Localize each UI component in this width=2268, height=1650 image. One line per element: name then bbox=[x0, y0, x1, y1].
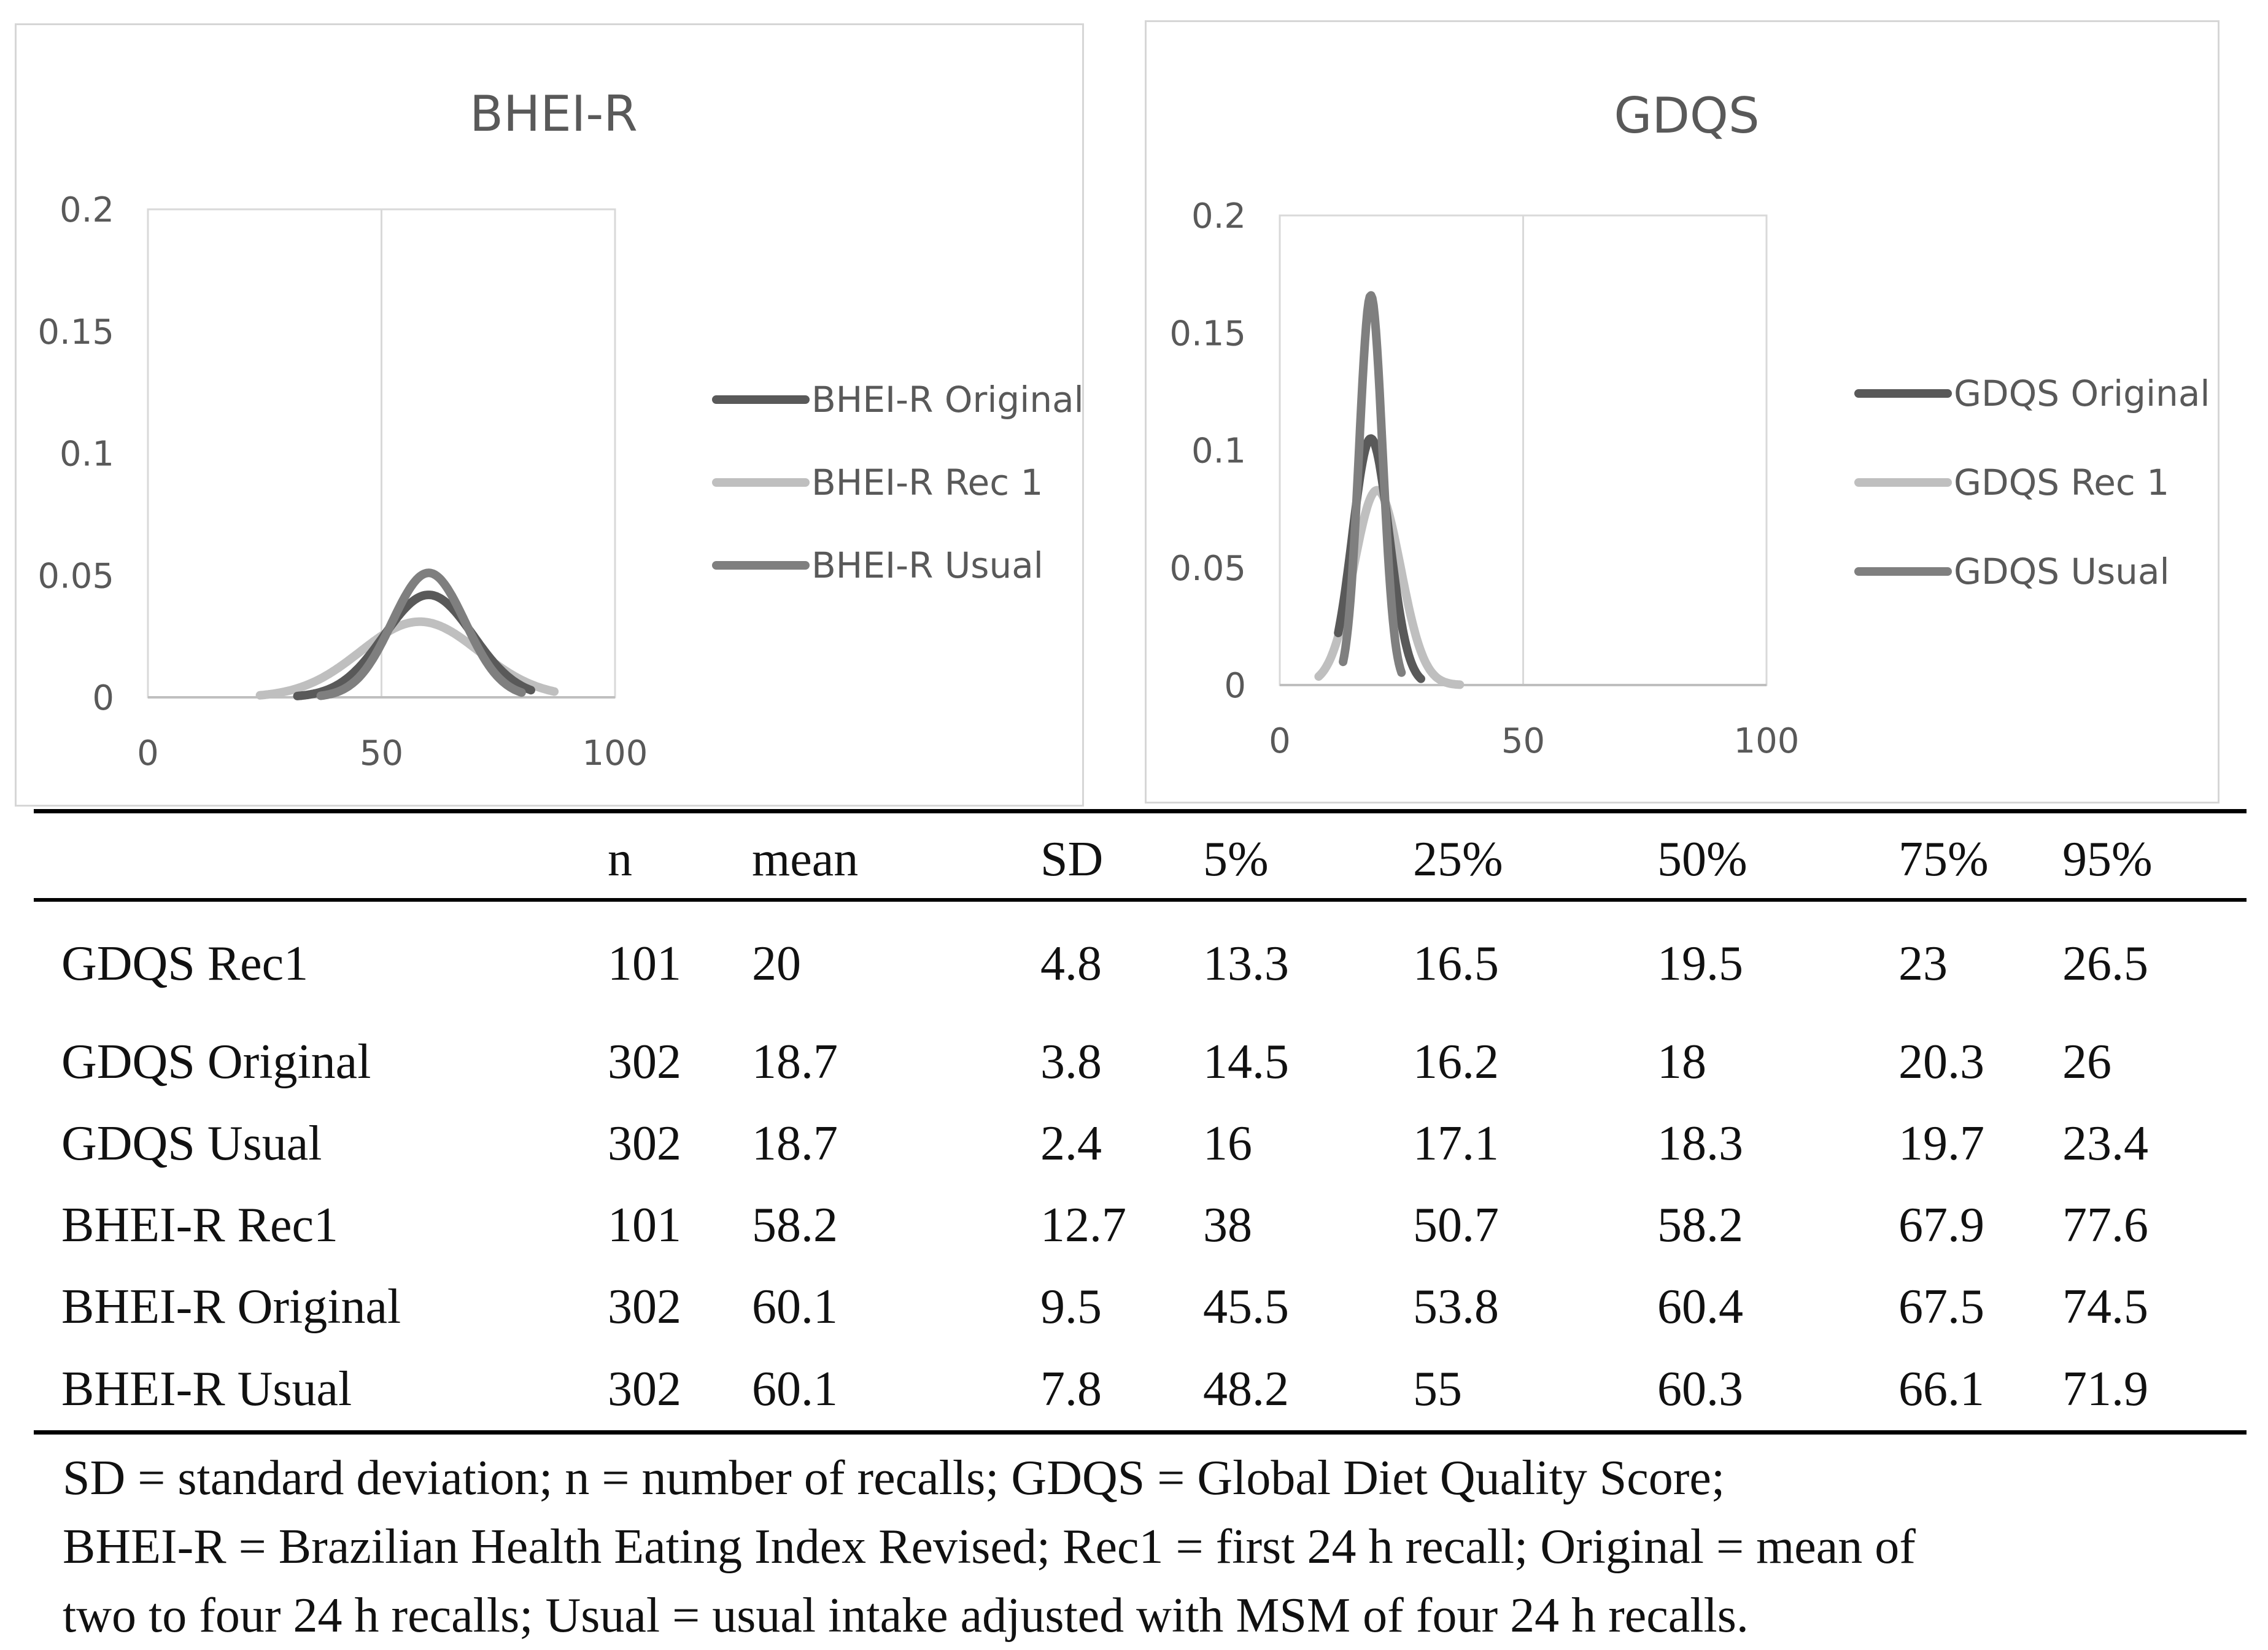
table-cell: 12.7 bbox=[1040, 1198, 1126, 1252]
bhei-r-x-tick-label: 0 bbox=[137, 734, 159, 773]
table-cell: 67.9 bbox=[1898, 1198, 1984, 1252]
table-cell: 23 bbox=[1898, 937, 1948, 991]
table-cell: 4.8 bbox=[1040, 937, 1102, 991]
bhei-r-chart-title: BHEI-R bbox=[470, 85, 638, 142]
table-row-label: GDQS Usual bbox=[61, 1117, 322, 1171]
gdqs-y-tick-label: 0.1 bbox=[1191, 432, 1246, 471]
table-cell: 60.3 bbox=[1657, 1362, 1743, 1416]
gdqs-y-tick-label: 0.05 bbox=[1169, 549, 1246, 589]
bhei-r-x-tick-label: 50 bbox=[360, 734, 403, 773]
bhei-r-legend-label: BHEI-R Rec 1 bbox=[811, 462, 1043, 503]
table-header-cell: 95% bbox=[2062, 832, 2153, 886]
table-cell: 19.7 bbox=[1898, 1117, 1984, 1171]
gdqs-series-gdqs-usual bbox=[1339, 291, 1406, 677]
table-cell: 53.8 bbox=[1413, 1280, 1499, 1334]
table-cell: 20.3 bbox=[1898, 1035, 1984, 1089]
bhei-r-y-tick-label: 0.05 bbox=[37, 556, 114, 596]
bhei-r-legend-label: BHEI-R Original bbox=[811, 379, 1082, 420]
table-header-cell: 75% bbox=[1898, 832, 1989, 886]
table-header-cell: n bbox=[608, 832, 632, 886]
table-cell: 101 bbox=[608, 1198, 681, 1252]
table-cell: 58.2 bbox=[752, 1198, 838, 1252]
table-cell: 3.8 bbox=[1040, 1035, 1102, 1089]
gdqs-x-tick-label: 50 bbox=[1501, 721, 1545, 761]
table-cell: 67.5 bbox=[1898, 1280, 1984, 1334]
table-cell: 55 bbox=[1413, 1362, 1462, 1416]
bhei-r-series-bhei-r-usual bbox=[316, 568, 526, 700]
table-cell: 302 bbox=[608, 1035, 681, 1089]
table-header-rule bbox=[34, 898, 2247, 902]
table-cell: 23.4 bbox=[2062, 1117, 2148, 1171]
gdqs-chart-svg: GDQS 0 0.05 0.1 0.15 0.2 0 50 100 GDQS Original GD… bbox=[1169, 87, 2210, 761]
table-cell: 60.1 bbox=[752, 1362, 838, 1416]
bhei-r-y-tick-label: 0.1 bbox=[60, 435, 114, 474]
table-cell: 18.7 bbox=[752, 1035, 838, 1089]
gdqs-y-tick-label: 0.2 bbox=[1191, 196, 1246, 236]
table-cell: 60.4 bbox=[1657, 1280, 1743, 1334]
gdqs-x-tick-label: 100 bbox=[1734, 721, 1800, 761]
table-cell: 101 bbox=[608, 937, 681, 991]
gdqs-y-tick-label: 0.15 bbox=[1169, 314, 1246, 354]
gdqs-legend-label: GDQS Original bbox=[1954, 373, 2210, 414]
table-cell: 19.5 bbox=[1657, 937, 1743, 991]
table-cell: 66.1 bbox=[1898, 1362, 1984, 1416]
table-header-cell: 50% bbox=[1657, 832, 1747, 886]
table-header-cell: 5% bbox=[1203, 832, 1269, 886]
gdqs-chart-title: GDQS bbox=[1614, 87, 1759, 144]
bhei-r-y-tick-label: 0.2 bbox=[60, 190, 114, 230]
table-row-label: BHEI-R Rec1 bbox=[61, 1198, 339, 1252]
table-cell: 45.5 bbox=[1203, 1280, 1289, 1334]
table-cell: 58.2 bbox=[1657, 1198, 1743, 1252]
table-cell: 20 bbox=[752, 937, 801, 991]
table-row-label: BHEI-R Usual bbox=[61, 1362, 352, 1416]
table-cell: 74.5 bbox=[2062, 1280, 2148, 1334]
footnote-line: BHEI-R = Brazilian Health Eating Index R… bbox=[63, 1520, 1916, 1574]
table-cell: 18.3 bbox=[1657, 1117, 1743, 1171]
table-cell: 2.4 bbox=[1040, 1117, 1102, 1171]
table-header-cell: SD bbox=[1040, 832, 1104, 886]
table-cell: 13.3 bbox=[1203, 937, 1289, 991]
table-cell: 16.5 bbox=[1413, 937, 1499, 991]
table-cell: 48.2 bbox=[1203, 1362, 1289, 1416]
footnote-line: SD = standard deviation; n = number of r… bbox=[63, 1451, 1725, 1505]
table-cell: 18 bbox=[1657, 1035, 1706, 1089]
table-cell: 7.8 bbox=[1040, 1362, 1102, 1416]
table-cell: 71.9 bbox=[2062, 1362, 2148, 1416]
footnote-line: two to four 24 h recalls; Usual = usual … bbox=[63, 1589, 1749, 1643]
table-cell: 16.2 bbox=[1413, 1035, 1499, 1089]
table-row-label: BHEI-R Original bbox=[61, 1280, 401, 1334]
table-cell: 302 bbox=[608, 1117, 681, 1171]
gdqs-chart: GDQS 0 0.05 0.1 0.15 0.2 0 50 100 GDQS Original GD… bbox=[1145, 20, 2220, 804]
table-cell: 9.5 bbox=[1040, 1280, 1102, 1334]
table-cell: 26 bbox=[2062, 1035, 2111, 1089]
table-cell: 38 bbox=[1203, 1198, 1252, 1252]
table-row-label: GDQS Original bbox=[61, 1035, 371, 1089]
table-cell: 302 bbox=[608, 1280, 681, 1334]
table-cell: 60.1 bbox=[752, 1280, 838, 1334]
bhei-r-x-tick-label: 100 bbox=[582, 734, 648, 773]
table-top-rule bbox=[34, 809, 2247, 813]
table-cell: 18.7 bbox=[752, 1117, 838, 1171]
gdqs-y-tick-label: 0 bbox=[1224, 666, 1246, 706]
bhei-r-y-tick-label: 0 bbox=[92, 678, 114, 718]
table-cell: 77.6 bbox=[2062, 1198, 2148, 1252]
bhei-r-chart-svg: BHEI-R 0 0.05 0.1 0.15 0.2 0 50 100 BHEI-R Origin… bbox=[37, 85, 1082, 773]
table-cell: 16 bbox=[1203, 1117, 1252, 1171]
gdqs-legend-label: GDQS Usual bbox=[1954, 551, 2170, 592]
table-bottom-rule bbox=[34, 1430, 2247, 1435]
bhei-r-y-tick-label: 0.15 bbox=[37, 312, 114, 352]
table-cell: 26.5 bbox=[2062, 937, 2148, 991]
gdqs-legend-label: GDQS Rec 1 bbox=[1954, 462, 2169, 503]
bhei-r-chart: BHEI-R 0 0.05 0.1 0.15 0.2 0 50 100 BHEI-R Origin… bbox=[15, 23, 1084, 807]
bhei-r-legend-label: BHEI-R Usual bbox=[811, 544, 1043, 586]
table-row-label: GDQS Rec1 bbox=[61, 937, 309, 991]
table-cell: 14.5 bbox=[1203, 1035, 1289, 1089]
table-header-cell: mean bbox=[752, 832, 859, 886]
table-cell: 302 bbox=[608, 1362, 681, 1416]
table-cell: 17.1 bbox=[1413, 1117, 1499, 1171]
table-header-cell: 25% bbox=[1413, 832, 1503, 886]
bhei-r-series-bhei-r-original bbox=[293, 591, 535, 700]
table-cell: 50.7 bbox=[1413, 1198, 1499, 1252]
gdqs-x-tick-label: 0 bbox=[1269, 721, 1291, 761]
